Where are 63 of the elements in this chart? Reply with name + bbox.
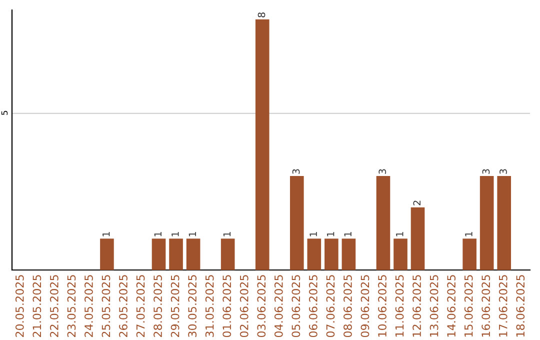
bar <box>497 176 512 270</box>
x-tick-label: 03.06.2025 <box>257 275 266 338</box>
data-label: 3 <box>292 169 300 174</box>
data-label: 1 <box>188 232 196 236</box>
bar <box>480 176 494 270</box>
x-tick-label: 05.06.2025 <box>292 275 300 338</box>
x-tick-label: 18.06.2025 <box>516 275 525 337</box>
bar <box>462 238 476 270</box>
x-tick-label: 02.06.2025 <box>240 275 248 338</box>
x-tick-label: 10.06.2025 <box>378 275 386 337</box>
x-tick-label: 08.06.2025 <box>344 275 352 338</box>
x-tick-label: 30.05.2025 <box>188 275 197 337</box>
data-label: 1 <box>102 232 110 236</box>
x-tick-label: 20.05.2025 <box>15 275 24 337</box>
x-tick-label: 04.06.2025 <box>274 275 283 338</box>
bar <box>152 238 166 270</box>
data-label: 2 <box>413 200 420 206</box>
y-tick-label: 5 <box>1 110 8 115</box>
data-label: 3 <box>378 169 386 174</box>
data-label: 3 <box>482 169 490 174</box>
x-tick-label: 28.05.2025 <box>154 275 162 337</box>
bar <box>307 238 322 270</box>
data-label: 1 <box>344 232 352 236</box>
x-tick-label: 16.06.2025 <box>482 275 490 337</box>
data-label: 8 <box>258 12 266 18</box>
x-tick-label: 11.06.2025 <box>395 275 404 337</box>
bar <box>169 238 183 270</box>
data-label: 1 <box>154 232 162 236</box>
bar <box>255 19 270 270</box>
bar <box>290 176 304 270</box>
data-label: 1 <box>396 232 404 236</box>
x-tick-label: 23.05.2025 <box>67 275 76 337</box>
x-tick-label: 22.05.2025 <box>50 275 58 337</box>
data-label: 1 <box>172 232 179 236</box>
x-tick-label: 14.06.2025 <box>447 275 456 337</box>
bar <box>100 238 114 270</box>
x-tick-label: 13.06.2025 <box>430 275 438 337</box>
bar <box>394 238 408 270</box>
data-label: 1 <box>310 232 317 236</box>
bar <box>410 207 425 270</box>
bar <box>220 238 235 270</box>
x-tick-label: 29.05.2025 <box>170 275 180 337</box>
x-tick-label: 27.05.2025 <box>136 275 145 337</box>
bar <box>324 238 338 270</box>
data-label: 3 <box>500 169 507 174</box>
x-tick-label: 17.06.2025 <box>498 275 508 337</box>
x-tick-label: 06.06.2025 <box>308 275 318 338</box>
x-tick-label: 09.06.2025 <box>360 275 370 338</box>
data-label: 1 <box>223 232 231 236</box>
x-tick-label: 01.06.2025 <box>222 275 232 338</box>
x-tick-label: 15.06.2025 <box>464 275 473 337</box>
x-tick-label: 21.05.2025 <box>32 275 42 337</box>
x-tick-label: 31.05.2025 <box>205 275 214 337</box>
x-tick-label: 12.06.2025 <box>412 275 421 337</box>
bar <box>186 238 200 270</box>
x-tick-label: 26.05.2025 <box>119 275 128 337</box>
bar <box>342 238 356 270</box>
x-tick-label: 24.05.2025 <box>84 275 93 337</box>
data-label: 1 <box>465 232 472 236</box>
bar <box>376 176 390 270</box>
x-tick-label: 07.06.2025 <box>326 275 335 338</box>
data-label: 1 <box>327 232 334 236</box>
x-tick-label: 25.05.2025 <box>102 275 110 337</box>
